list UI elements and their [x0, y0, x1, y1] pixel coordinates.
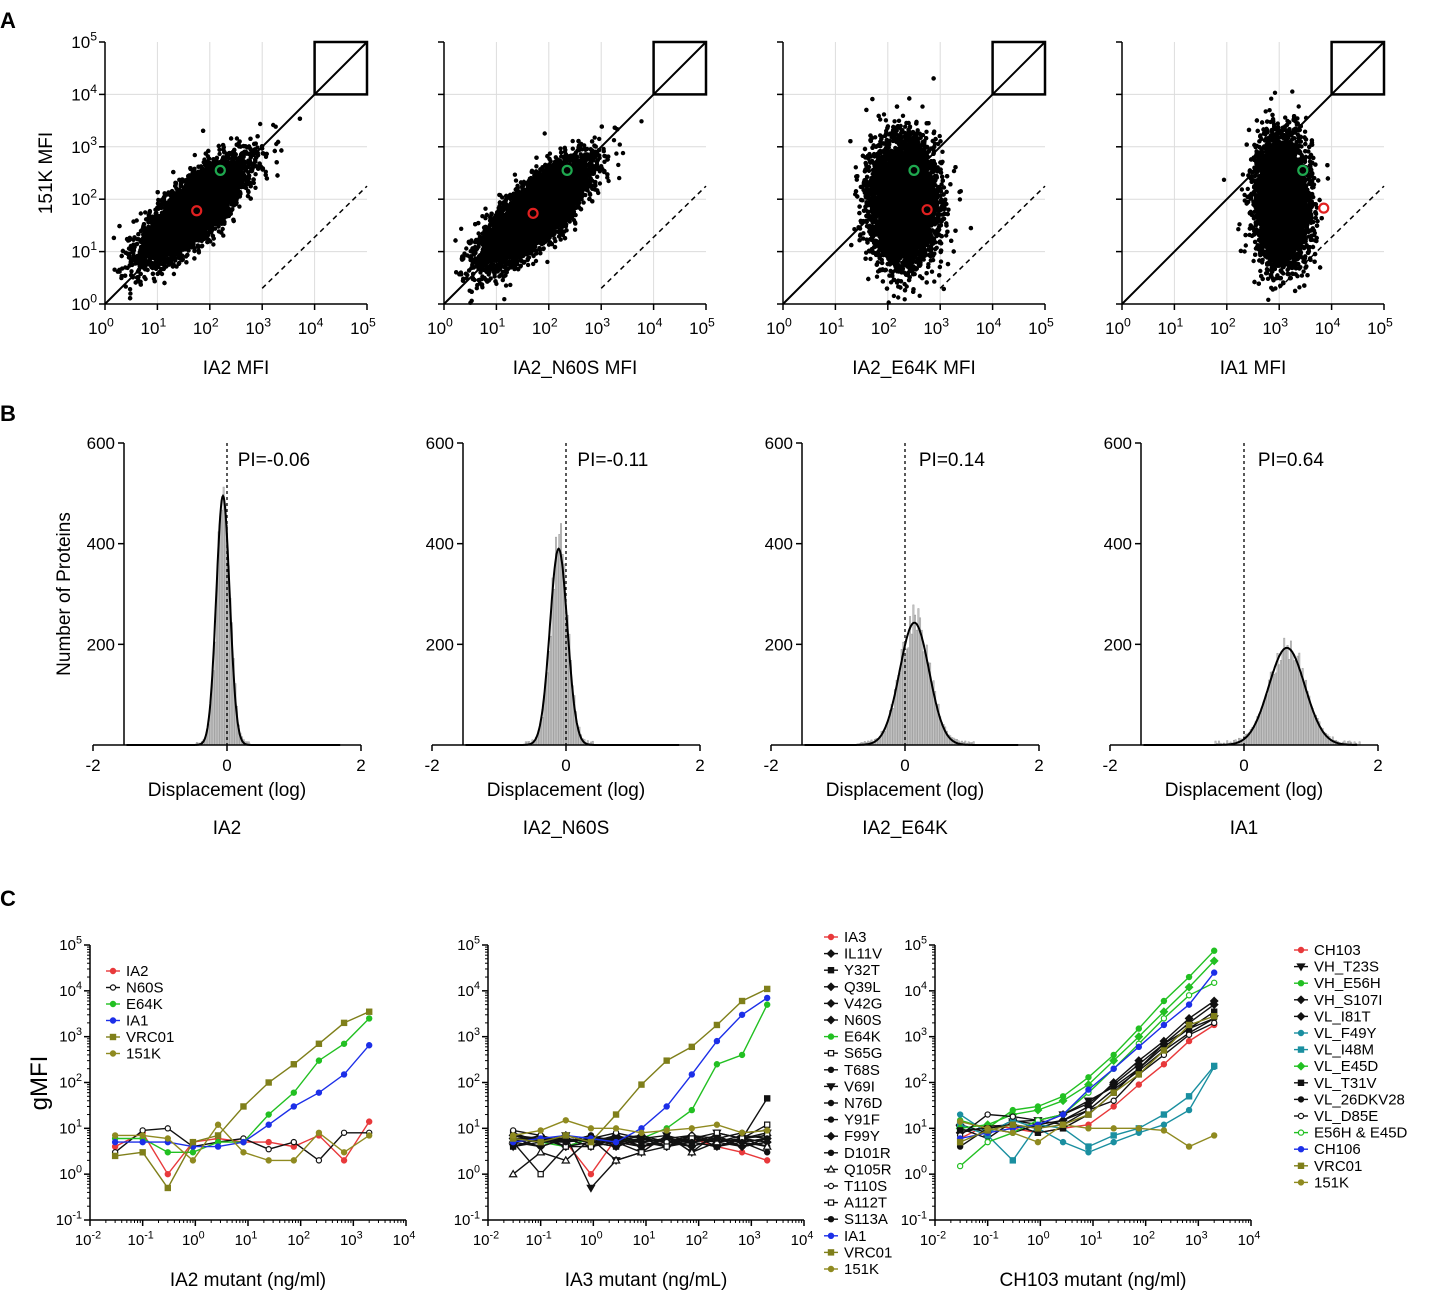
data-point	[237, 204, 242, 209]
data-point	[273, 124, 278, 129]
panel-label-c: C	[0, 886, 16, 911]
data-points	[111, 116, 303, 301]
data-point	[129, 269, 134, 274]
data-point	[138, 211, 143, 216]
data-point	[253, 185, 258, 190]
data-point	[128, 291, 133, 296]
data-point	[192, 152, 197, 158]
data-point	[253, 172, 258, 177]
panel-label-b: B	[0, 401, 16, 426]
data-point	[217, 151, 222, 157]
data-point	[171, 271, 177, 277]
data-point	[217, 147, 222, 152]
panel-label-a: A	[0, 8, 16, 33]
scatter-plot-ia2: 100100101101102102103103104104105105IA2 …	[36, 29, 376, 379]
panel-a-scatter-plots: 100100101101102102103103104104105105IA2 …	[36, 29, 1393, 379]
data-point	[234, 136, 240, 141]
data-point	[211, 242, 216, 247]
